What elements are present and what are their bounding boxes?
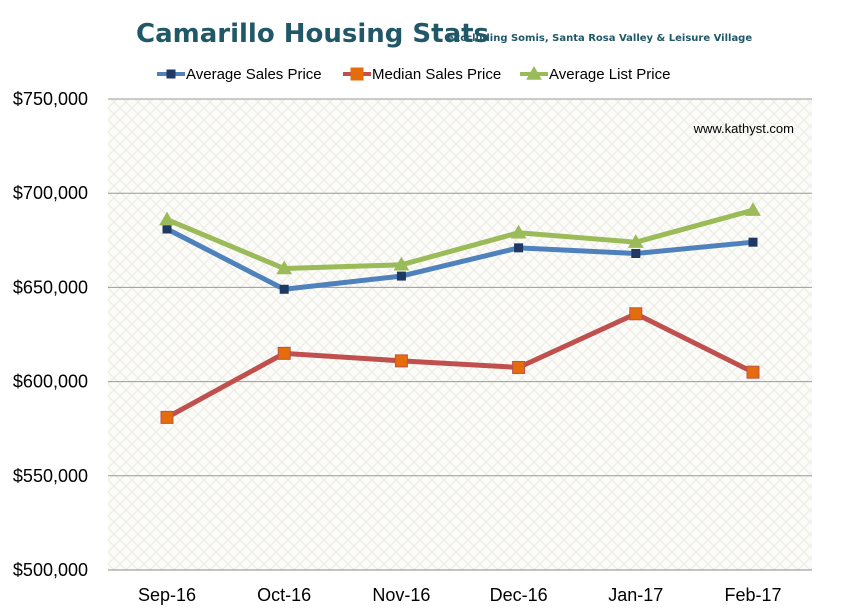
- data-point: [631, 248, 641, 258]
- legend-item: Median Sales Price: [343, 66, 501, 83]
- data-point: [160, 410, 174, 424]
- data-point: [159, 211, 175, 226]
- legend-item: Average List Price: [520, 65, 670, 83]
- chart-subtitle: exccluding Somis, Santa Rosa Valley & Le…: [447, 33, 752, 44]
- data-point: [394, 354, 408, 368]
- data-point: [745, 202, 761, 216]
- data-point: [162, 224, 172, 234]
- y-tick-label: $550,000: [13, 466, 88, 486]
- y-tick-label: $700,000: [13, 183, 88, 203]
- legend-label: Median Sales Price: [372, 66, 501, 83]
- plot-area: [108, 99, 812, 570]
- legend: Average Sales Price Median Sales Price Ave…: [157, 65, 670, 83]
- series-group: [159, 202, 761, 424]
- x-tick-label: Oct-16: [257, 585, 311, 605]
- series-average-list-price: [159, 202, 761, 275]
- data-point: [512, 360, 526, 374]
- legend-label: Average Sales Price: [186, 66, 322, 83]
- x-tick-label: Sep-16: [138, 585, 196, 605]
- watermark-text: www.kathyst.com: [693, 121, 794, 136]
- series-line: [164, 311, 756, 420]
- chart-title: Camarillo Housing Stats: [136, 19, 489, 49]
- y-tick-label: $600,000: [13, 372, 88, 392]
- data-point: [629, 307, 643, 321]
- grid-lines: [108, 98, 812, 571]
- x-tick-label: Nov-16: [372, 585, 430, 605]
- legend-marker: [526, 65, 542, 80]
- data-point: [396, 271, 406, 281]
- data-point: [393, 256, 410, 271]
- legend-marker: [350, 67, 364, 81]
- x-tick-label: Jan-17: [608, 585, 663, 605]
- x-tick-label: Dec-16: [490, 585, 548, 605]
- series-line: [164, 226, 756, 292]
- x-axis: Sep-16 Oct-16 Nov-16 Dec-16 Jan-17 Feb-17: [138, 585, 782, 605]
- data-point: [279, 284, 289, 294]
- x-tick-label: Feb-17: [724, 585, 781, 605]
- legend-label: Average List Price: [549, 66, 670, 83]
- series-line: [164, 207, 756, 272]
- legend-marker: [166, 69, 176, 79]
- series-median-sales-price: [160, 307, 760, 424]
- data-point: [510, 224, 527, 239]
- y-tick-label: $750,000: [13, 89, 88, 109]
- y-axis: $500,000 $550,000 $600,000 $650,000 $700,000…: [13, 89, 88, 580]
- series-average-sales-price: [162, 224, 758, 294]
- legend-item: Average Sales Price: [157, 66, 322, 83]
- data-point: [627, 234, 644, 248]
- data-point: [514, 243, 524, 253]
- data-point: [746, 365, 760, 379]
- y-tick-label: $500,000: [13, 560, 88, 580]
- data-point: [276, 260, 293, 275]
- y-tick-label: $650,000: [13, 277, 88, 297]
- data-point: [277, 346, 291, 360]
- data-point: [748, 237, 758, 247]
